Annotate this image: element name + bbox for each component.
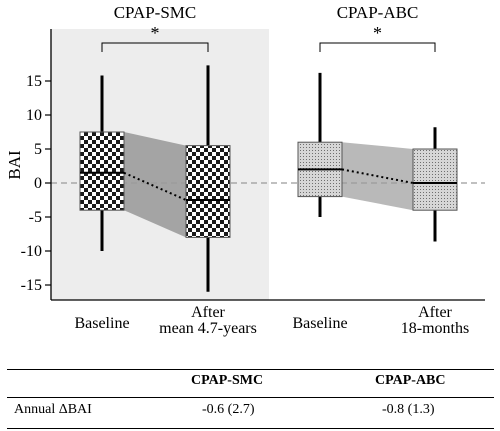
significance-marker-1: * — [373, 23, 382, 43]
y-tick-label: -10 — [21, 243, 42, 260]
table-mid-rule — [7, 397, 494, 398]
x-tick-label-0-1: After mean 4.7-years — [159, 304, 257, 337]
x-tick-label-0-0: Baseline — [74, 315, 129, 332]
x-tick-label-1-1: After 18-months — [401, 304, 469, 337]
y-tick-label: 15 — [26, 73, 42, 90]
box-1-1 — [412, 148, 458, 211]
y-axis-label: BAI — [5, 150, 24, 180]
y-tick-label: 10 — [26, 107, 42, 124]
table-header-smc: CPAP-SMC — [191, 373, 264, 388]
significance-marker-0: * — [151, 23, 160, 43]
table-cell-smc: -0.6 (2.7) — [202, 402, 255, 417]
iqr-band-0 — [124, 132, 186, 238]
table-top-rule — [7, 369, 494, 370]
y-tick-label: 0 — [34, 175, 42, 192]
table-bottom-rule — [7, 428, 494, 429]
median-connector-0 — [123, 171, 187, 201]
table-cell-abc: -0.8 (1.3) — [382, 402, 435, 417]
box-0-1 — [185, 145, 231, 238]
group-title-0: CPAP-SMC — [114, 3, 197, 22]
y-tick-label: -5 — [29, 209, 42, 226]
group-title-1: CPAP-ABC — [337, 3, 419, 22]
box-0-0 — [79, 131, 125, 211]
y-tick-label: -15 — [21, 277, 42, 294]
y-tick-label: 5 — [34, 141, 42, 158]
table-row-label: Annual ΔBAI — [14, 402, 92, 417]
median-connector-1 — [341, 168, 414, 184]
table-header-abc: CPAP-ABC — [375, 373, 446, 388]
significance-bracket-0 — [101, 42, 209, 52]
x-tick-label-1-0: Baseline — [292, 315, 347, 332]
significance-bracket-1 — [319, 42, 436, 52]
